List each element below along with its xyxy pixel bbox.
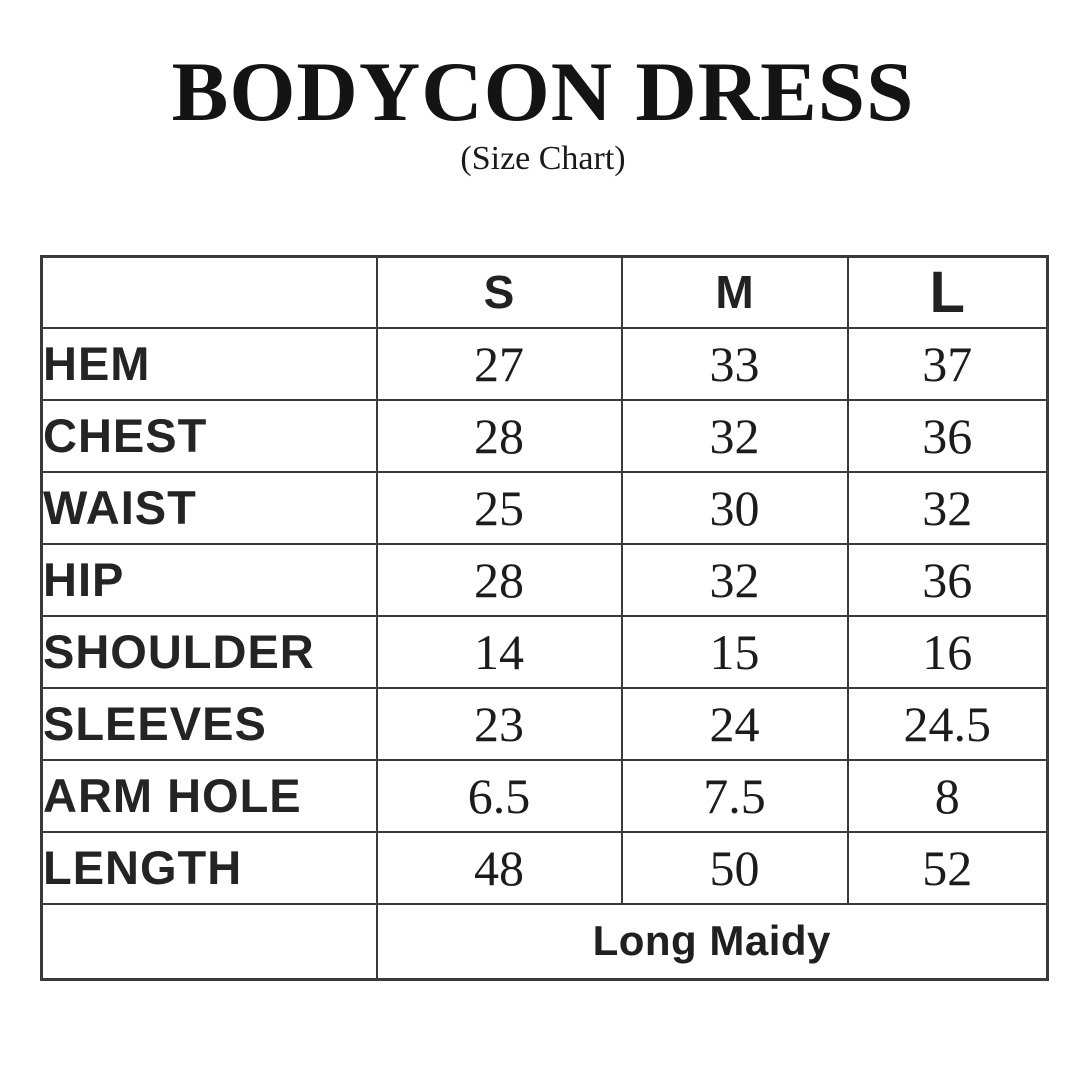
table-row-chest: CHEST 28 32 36 <box>40 398 1049 473</box>
row-label-chest: CHEST <box>40 398 378 473</box>
cell-hem-l: 37 <box>846 326 1049 401</box>
row-label-shoulder: SHOULDER <box>40 614 378 689</box>
cell-hem-s: 27 <box>375 326 623 401</box>
table-row-waist: WAIST 25 30 32 <box>40 470 1049 545</box>
row-label-hem: HEM <box>40 326 378 401</box>
page-subtitle: (Size Chart) <box>460 140 626 177</box>
table-row-length: LENGTH 48 50 52 <box>40 830 1049 905</box>
footer-row: Long Maidy <box>40 902 1049 981</box>
cell-hip-m: 32 <box>620 542 849 617</box>
table-row-sleeves: SLEEVES 23 24 24.5 <box>40 686 1049 761</box>
header-size-m: M <box>620 255 849 329</box>
cell-chest-s: 28 <box>375 398 623 473</box>
cell-hem-m: 33 <box>620 326 849 401</box>
row-label-length: LENGTH <box>40 830 378 905</box>
page-title: BODYCON DRESS <box>171 45 915 139</box>
cell-shoulder-m: 15 <box>620 614 849 689</box>
size-chart-table: S M L HEM 27 33 37 CHEST 28 32 36 WAIST … <box>40 255 1049 981</box>
table-row-hem: HEM 27 33 37 <box>40 326 1049 401</box>
cell-waist-s: 25 <box>375 470 623 545</box>
cell-arm-hole-l: 8 <box>846 758 1049 833</box>
cell-waist-l: 32 <box>846 470 1049 545</box>
cell-arm-hole-m: 7.5 <box>620 758 849 833</box>
table-row-arm-hole: ARM HOLE 6.5 7.5 8 <box>40 758 1049 833</box>
cell-sleeves-m: 24 <box>620 686 849 761</box>
cell-arm-hole-s: 6.5 <box>375 758 623 833</box>
cell-hip-l: 36 <box>846 542 1049 617</box>
row-label-waist: WAIST <box>40 470 378 545</box>
header-size-l: L <box>846 255 1049 329</box>
cell-hip-s: 28 <box>375 542 623 617</box>
cell-length-m: 50 <box>620 830 849 905</box>
cell-waist-m: 30 <box>620 470 849 545</box>
cell-sleeves-l: 24.5 <box>846 686 1049 761</box>
footer-note: Long Maidy <box>375 902 1049 981</box>
footer-empty-cell <box>40 902 378 981</box>
cell-chest-m: 32 <box>620 398 849 473</box>
cell-length-l: 52 <box>846 830 1049 905</box>
row-label-sleeves: SLEEVES <box>40 686 378 761</box>
table-row-shoulder: SHOULDER 14 15 16 <box>40 614 1049 689</box>
table-row-hip: HIP 28 32 36 <box>40 542 1049 617</box>
cell-length-s: 48 <box>375 830 623 905</box>
header-empty-cell <box>40 255 378 329</box>
row-label-arm-hole: ARM HOLE <box>40 758 378 833</box>
header-size-s: S <box>375 255 623 329</box>
cell-shoulder-s: 14 <box>375 614 623 689</box>
cell-shoulder-l: 16 <box>846 614 1049 689</box>
row-label-hip: HIP <box>40 542 378 617</box>
cell-sleeves-s: 23 <box>375 686 623 761</box>
header-row: S M L <box>40 255 1049 329</box>
cell-chest-l: 36 <box>846 398 1049 473</box>
